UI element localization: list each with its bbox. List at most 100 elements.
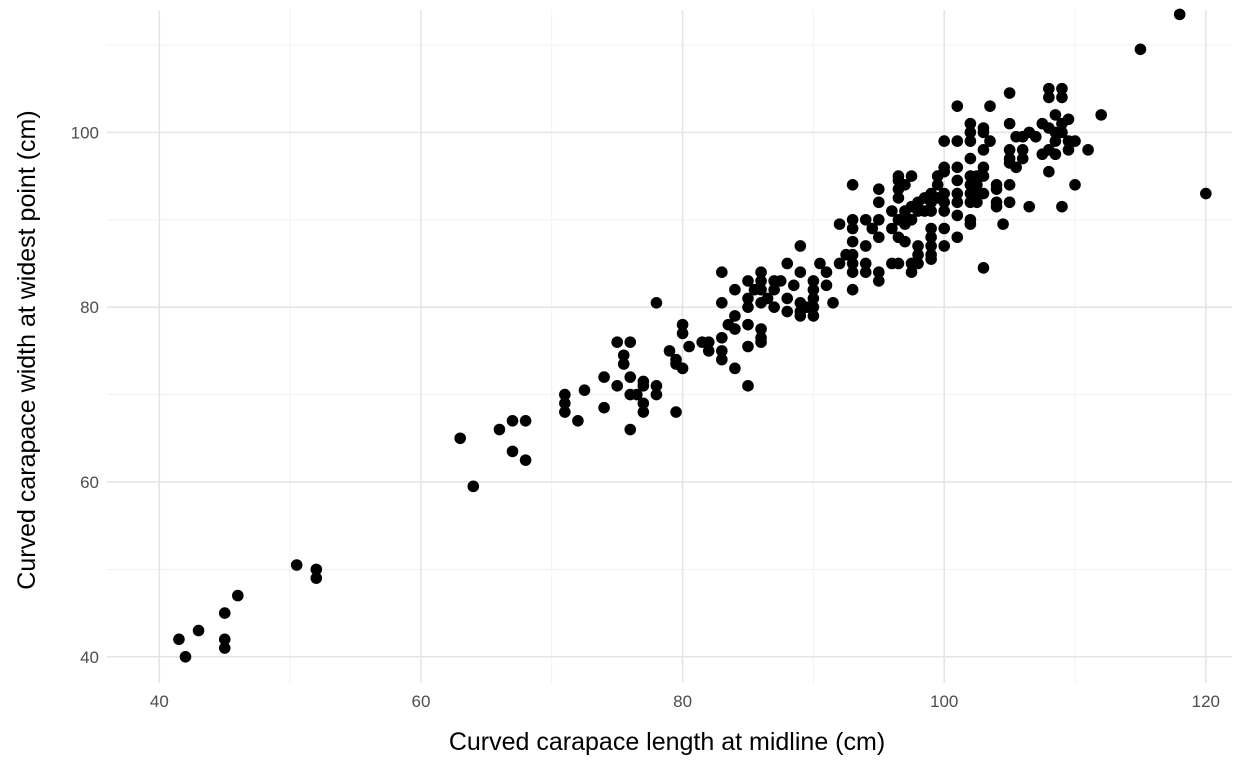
data-point [1049,109,1062,121]
data-point [729,283,741,296]
data-point [467,480,480,493]
data-point [716,266,728,279]
data-point [820,279,833,292]
data-point [971,196,983,209]
data-point [938,135,951,147]
y-tick-label: 100 [71,123,99,142]
data-point [892,257,905,270]
data-point [768,283,780,296]
data-point [886,205,898,217]
data-point [1016,144,1029,156]
data-point [598,371,610,383]
data-point [761,292,774,305]
x-tick-label: 80 [673,692,692,711]
data-point [794,310,807,322]
data-point [729,362,741,375]
data-point [1016,152,1029,165]
data-point [310,563,323,576]
data-point [506,414,519,427]
data-point [768,301,780,313]
data-point [1010,161,1022,174]
data-point [990,200,1003,213]
data-point [846,248,859,261]
data-point [905,213,918,226]
data-point [310,572,323,584]
data-point [873,196,885,209]
data-point [951,174,964,187]
data-point [192,624,205,637]
data-point [232,589,244,602]
data-point [1056,82,1068,95]
data-point [1062,113,1075,126]
data-point [951,100,964,112]
data-point [774,275,787,287]
data-point [820,266,833,279]
data-point [1049,148,1062,161]
data-point [755,266,767,279]
data-point [964,126,977,139]
x-tick-label: 60 [411,692,430,711]
data-point [716,296,728,309]
data-point [938,205,951,217]
data-point [794,240,807,252]
data-point [676,327,689,340]
data-points [173,8,1212,663]
data-point [173,633,185,646]
data-point [977,262,990,274]
data-point [519,454,532,466]
data-point [1056,91,1068,104]
data-point [1043,91,1055,104]
y-axis-tick-labels: 40 60 80 100 [71,123,99,666]
data-point [716,353,728,366]
data-point [873,275,885,287]
data-point [1049,135,1062,147]
data-point [1003,196,1016,209]
data-point [617,349,630,362]
data-point [559,397,571,410]
data-point [905,266,918,279]
data-point [912,257,924,270]
data-point [951,231,964,244]
data-point [676,318,689,331]
data-point [755,336,767,348]
data-point [859,266,872,279]
data-point [1056,126,1068,139]
data-point [951,161,964,174]
data-point [873,231,885,244]
data-point [650,388,663,401]
data-point [859,257,872,270]
data-point [964,135,977,147]
data-point [925,205,937,217]
data-point [1003,144,1016,156]
data-point [807,283,820,296]
data-point [1043,82,1055,95]
data-point [598,401,610,414]
data-point [925,222,937,235]
data-point [899,235,911,248]
data-point [1095,109,1107,121]
data-point [1082,144,1094,156]
data-point [1029,130,1042,143]
x-tick-label: 100 [930,692,958,711]
data-point [624,336,637,348]
data-point [650,296,663,309]
data-point [650,380,663,392]
major-gridlines [107,10,1232,683]
data-point [1003,179,1016,191]
y-tick-label: 40 [80,648,99,667]
data-point [990,183,1003,195]
data-point [846,266,859,279]
data-point [1134,43,1147,56]
data-point [787,279,800,292]
data-point [454,432,466,445]
data-point [755,275,767,287]
data-point [997,218,1009,230]
data-point [493,423,506,436]
data-point [912,240,924,252]
data-point [905,170,918,182]
data-point [846,213,859,226]
data-point [951,209,964,222]
data-point [977,170,990,182]
data-point [290,559,303,571]
data-point [846,257,859,270]
